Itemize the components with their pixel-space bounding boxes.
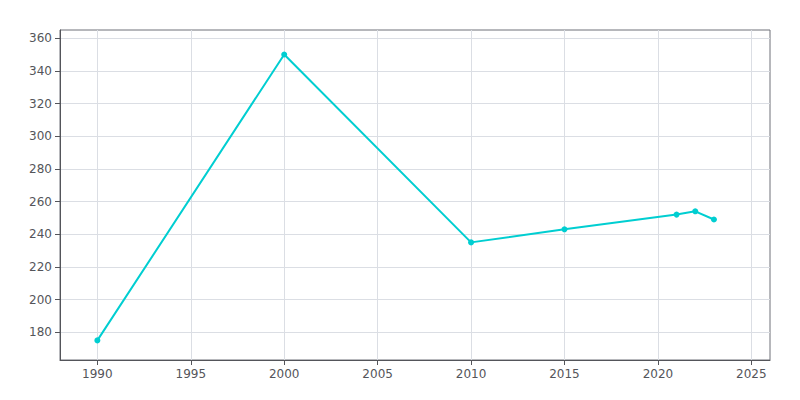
svg-text:1995: 1995 [176,367,207,381]
svg-text:180: 180 [29,325,52,339]
svg-text:2020: 2020 [643,367,674,381]
svg-text:280: 280 [29,162,52,176]
svg-text:2015: 2015 [549,367,580,381]
svg-text:220: 220 [29,260,52,274]
svg-text:320: 320 [29,97,52,111]
svg-text:1990: 1990 [82,367,113,381]
svg-text:240: 240 [29,227,52,241]
svg-text:2025: 2025 [736,367,767,381]
svg-text:360: 360 [29,31,52,45]
svg-text:260: 260 [29,195,52,209]
svg-text:2000: 2000 [269,367,300,381]
svg-text:2005: 2005 [362,367,393,381]
svg-text:340: 340 [29,64,52,78]
svg-text:200: 200 [29,293,52,307]
svg-text:300: 300 [29,129,52,143]
svg-text:2010: 2010 [456,367,487,381]
